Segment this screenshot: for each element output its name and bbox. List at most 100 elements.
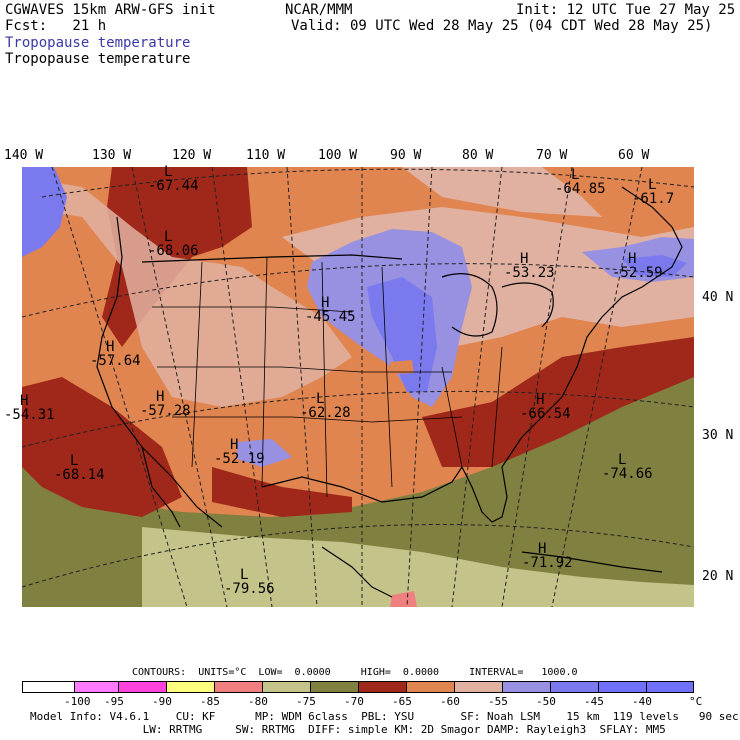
center-value: -71.92 — [522, 555, 573, 571]
legend-tick: -55 — [488, 695, 508, 708]
low-center-marker: L — [571, 167, 580, 183]
contour-info: CONTOURS: UNITS=°C LOW= 0.0000 HIGH= 0.0… — [132, 667, 578, 678]
low-center-marker: L — [70, 453, 79, 469]
lon-label: 70 W — [536, 148, 568, 163]
high-center-marker: H — [520, 251, 529, 267]
high-center-marker: H — [230, 437, 239, 453]
high-center-marker: H — [20, 393, 29, 409]
center-value: -54.31 — [4, 407, 55, 423]
legend-tick: -70 — [344, 695, 364, 708]
legend-swatch — [454, 681, 502, 693]
region-minus55-west — [22, 177, 352, 407]
lon-label: 140 W — [4, 148, 44, 163]
legend-tick: -50 — [536, 695, 556, 708]
center-value: -67.44 — [148, 178, 199, 194]
legend-swatch — [214, 681, 262, 693]
center-value: -79.56 — [224, 581, 275, 597]
lat-label: 30 N — [702, 428, 734, 443]
legend-tick: -80 — [248, 695, 268, 708]
high-center-marker: H — [628, 251, 637, 267]
region-minus70-west — [22, 527, 142, 607]
legend-swatch — [502, 681, 550, 693]
legend-swatch — [358, 681, 406, 693]
legend-tick: -100 — [64, 695, 91, 708]
lon-label: 60 W — [618, 148, 650, 163]
model-title: CGWAVES 15km ARW-GFS init — [5, 2, 216, 18]
region-minus65-se — [422, 337, 694, 467]
legend-tick: -95 — [104, 695, 124, 708]
region-minus65-sw — [22, 377, 182, 517]
region-minus45-ne — [622, 255, 687, 277]
init-time: Init: 12 UTC Tue 27 May 25 — [516, 2, 736, 18]
center-value: -64.85 — [555, 181, 606, 197]
region-minus45-nw — [22, 167, 67, 257]
legend-swatch — [118, 681, 166, 693]
legend-swatch — [22, 681, 74, 693]
lon-label: 120 W — [172, 148, 212, 163]
graticule — [22, 167, 694, 607]
center-value: -52.59 — [612, 265, 663, 281]
low-center-marker: L — [164, 229, 173, 245]
legend-swatch — [166, 681, 214, 693]
high-center-marker: H — [538, 541, 547, 557]
center-value: -74.66 — [602, 466, 653, 482]
legend-swatch — [598, 681, 646, 693]
legend-swatch — [646, 681, 694, 693]
valid-time: Valid: 09 UTC Wed 28 May 25 (04 CDT Wed … — [291, 18, 713, 34]
legend-swatch — [74, 681, 118, 693]
legend-tick: -85 — [200, 695, 220, 708]
region-minus60-spot — [390, 360, 414, 374]
center-value: -68.14 — [54, 467, 105, 483]
low-center-marker: L — [164, 164, 173, 180]
region-minus50-sw — [237, 439, 292, 467]
organization: NCAR/MMM — [285, 2, 353, 18]
physics-info: LW: RRTMG SW: RRTMG DIFF: simple KM: 2D … — [30, 723, 666, 736]
state-borders — [152, 256, 503, 498]
legend-tick: -65 — [392, 695, 412, 708]
center-value: -68.06 — [148, 243, 199, 259]
low-center-marker: L — [648, 177, 657, 193]
model-info: Model Info: V4.6.1 CU: KF MP: WDM 6class… — [30, 710, 739, 723]
legend-tick: -45 — [584, 695, 604, 708]
lon-label: 110 W — [246, 148, 286, 163]
forecast-hour: Fcst: 21 h — [5, 18, 107, 34]
region-minus45-central — [367, 277, 437, 392]
low-center-marker: L — [316, 391, 325, 407]
center-value: -57.64 — [90, 353, 141, 369]
center-value: -66.54 — [520, 406, 571, 422]
legend-swatch — [310, 681, 358, 693]
high-center-marker: H — [536, 392, 545, 408]
legend-swatch — [406, 681, 454, 693]
region-minus55-top — [402, 167, 602, 217]
low-center-marker: L — [240, 567, 249, 583]
high-center-marker: H — [321, 295, 330, 311]
legend-tick: -75 — [296, 695, 316, 708]
legend-tick: -60 — [440, 695, 460, 708]
legend-swatch — [262, 681, 310, 693]
tropopause-temperature-map — [22, 167, 694, 607]
legend-tick: -40 — [632, 695, 652, 708]
region-minus65-south — [212, 467, 352, 517]
legend-tick: -90 — [152, 695, 172, 708]
high-center-marker: H — [156, 389, 165, 405]
lat-label: 40 N — [702, 290, 734, 305]
field-title-shaded: Tropopause temperature — [5, 35, 191, 51]
lon-label: 80 W — [462, 148, 494, 163]
lon-label: 100 W — [318, 148, 358, 163]
lat-label: 20 N — [702, 569, 734, 584]
lon-label: 130 W — [92, 148, 132, 163]
center-value: -53.23 — [504, 265, 555, 281]
center-value: -61.7 — [632, 191, 675, 207]
center-value: -52.19 — [214, 451, 265, 467]
high-center-marker: H — [106, 339, 115, 355]
center-value: -45.45 — [305, 309, 356, 325]
center-value: -62.28 — [300, 405, 351, 421]
legend-unit: °C — [689, 695, 703, 708]
low-center-marker: L — [618, 452, 627, 468]
field-title-contour: Tropopause temperature — [5, 51, 191, 67]
center-value: -57.28 — [140, 403, 191, 419]
region-minus80-spot — [390, 591, 417, 607]
lon-label: 90 W — [390, 148, 422, 163]
coastlines — [96, 186, 683, 598]
legend-swatch — [550, 681, 598, 693]
